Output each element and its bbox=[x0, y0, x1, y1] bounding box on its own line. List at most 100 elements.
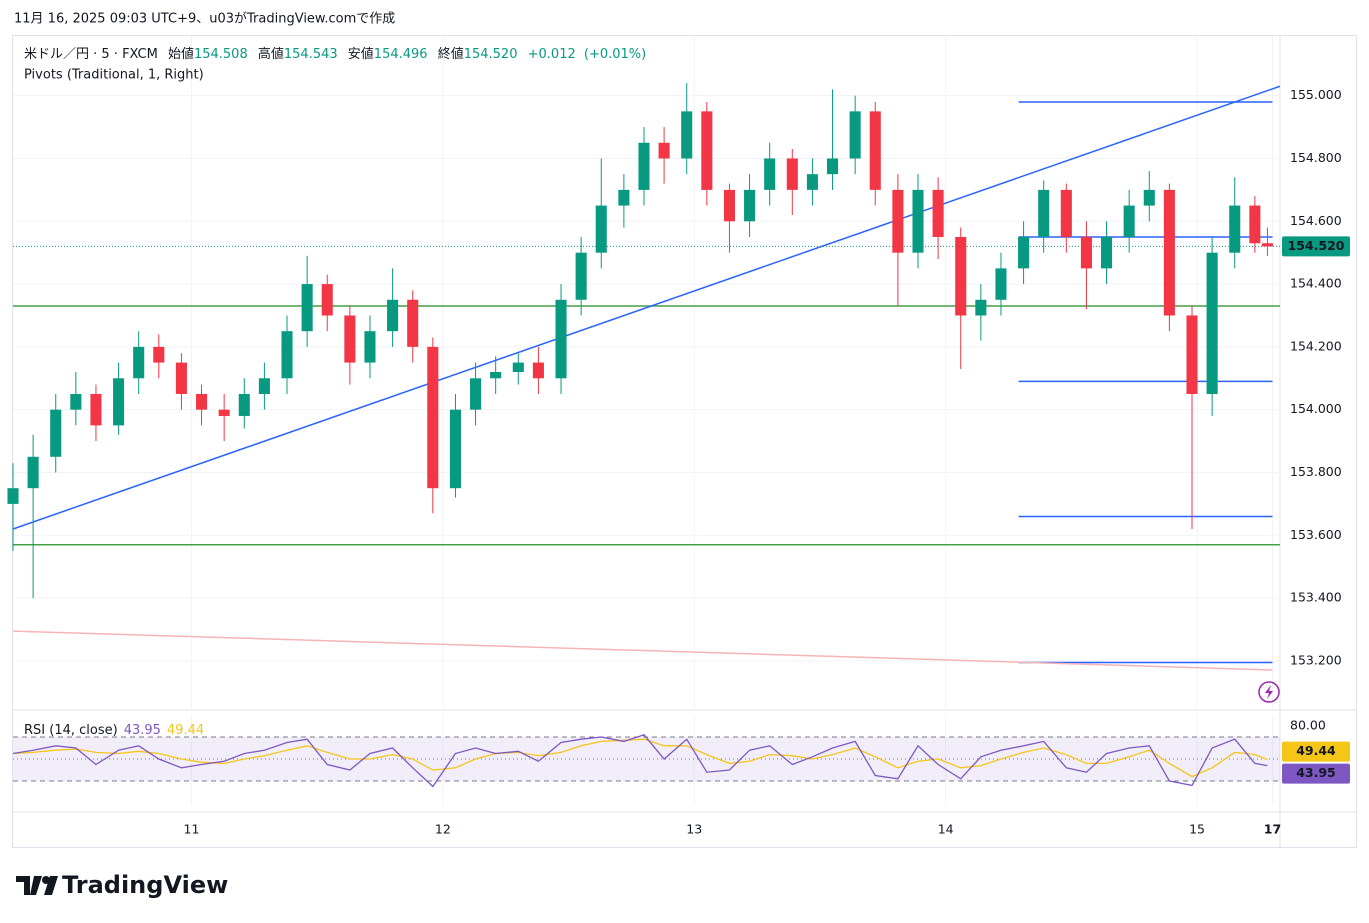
candle-body bbox=[806, 174, 818, 190]
candle-body bbox=[595, 205, 607, 253]
rsi-band bbox=[13, 737, 1280, 782]
candle-body bbox=[1101, 236, 1113, 269]
candle-body bbox=[932, 189, 944, 237]
x-tick-label: 17 bbox=[1264, 822, 1281, 837]
caption: 11月 16, 2025 09:03 UTC+9、u03がTradingView… bbox=[14, 12, 395, 27]
brand: TradingView bbox=[62, 871, 228, 899]
rsi-legend-item: 43.95 bbox=[124, 723, 161, 738]
rsi-legend: RSI (14, close) 43.95 49.44 bbox=[24, 723, 204, 738]
candle-body bbox=[1123, 205, 1135, 237]
candle-body bbox=[1038, 189, 1050, 237]
candle-body bbox=[555, 299, 567, 379]
candle-body bbox=[638, 142, 650, 190]
candle-body bbox=[344, 315, 356, 363]
y-tick-label: 154.200 bbox=[1290, 338, 1342, 353]
candle-body bbox=[238, 393, 250, 416]
candle-body bbox=[153, 346, 165, 363]
chart-frame bbox=[12, 35, 1357, 848]
x-tick-label: 13 bbox=[686, 822, 702, 837]
candle-body bbox=[912, 189, 924, 253]
candle-body bbox=[532, 362, 544, 379]
symbol: 米ドル／円 · 5 · FXCM bbox=[24, 47, 158, 62]
candle-body bbox=[387, 299, 399, 332]
rsi-ma-line bbox=[12, 738, 1268, 778]
candle-body bbox=[955, 236, 967, 316]
candle-body bbox=[892, 189, 904, 253]
candle-body bbox=[1186, 315, 1198, 394]
candle-body bbox=[1206, 252, 1218, 394]
candle-body bbox=[90, 393, 102, 426]
candle-body bbox=[826, 158, 839, 175]
trend-line bbox=[12, 85, 1281, 530]
close-value: 154.520 bbox=[464, 47, 518, 62]
legend-header: 米ドル／円 · 5 · FXCM 始値154.508 高値154.543 安値1… bbox=[24, 46, 646, 62]
candle-body bbox=[70, 393, 82, 410]
candle-body bbox=[1229, 205, 1241, 253]
candle-body bbox=[1261, 243, 1273, 247]
candle-body bbox=[258, 378, 270, 394]
close-label: 終値 bbox=[438, 46, 464, 62]
candle-body bbox=[427, 346, 439, 489]
low-value: 154.496 bbox=[374, 47, 428, 62]
trend-line bbox=[12, 630, 1273, 671]
candle-body bbox=[618, 189, 630, 206]
candle-body bbox=[27, 456, 39, 489]
rsi-rsi-line bbox=[12, 734, 1268, 788]
candle-body bbox=[723, 189, 735, 222]
candle-body bbox=[869, 111, 881, 190]
candle-body bbox=[1060, 189, 1072, 237]
high-label: 高値 bbox=[258, 46, 284, 62]
x-tick-label: 11 bbox=[184, 822, 200, 837]
candle-body bbox=[281, 331, 293, 379]
candle-body bbox=[575, 252, 587, 300]
candle-body bbox=[133, 346, 145, 379]
rsi-tick-label: 80.00 bbox=[1290, 718, 1326, 733]
candle-body bbox=[175, 362, 187, 394]
change-pct: (+0.01%) bbox=[584, 47, 646, 62]
candle-body bbox=[1080, 236, 1092, 269]
candle-body bbox=[7, 488, 19, 504]
candle-body bbox=[975, 299, 987, 316]
candle-body bbox=[113, 378, 125, 426]
plot: 11 12 13 14 15 17 153.200 153.400 153.600 153.800… bbox=[7, 36, 1350, 837]
candle-body bbox=[681, 111, 693, 159]
candle-body bbox=[744, 189, 756, 222]
candle-body bbox=[407, 299, 419, 347]
rsi-badge: 43.95 bbox=[1296, 765, 1336, 780]
rsi-ma-badge-bg bbox=[1282, 741, 1350, 762]
rsi-legend-item: 49.44 bbox=[167, 723, 204, 738]
rsi-legend-item: RSI (14, close) bbox=[24, 723, 118, 738]
last-price-badge-bg bbox=[1282, 236, 1350, 257]
candle-body bbox=[1143, 189, 1155, 206]
open-label: 始値 bbox=[168, 46, 194, 62]
x-tick-label: 15 bbox=[1189, 822, 1205, 837]
indicator-label: Pivots (Traditional, 1, Right) bbox=[24, 68, 204, 83]
candle-body bbox=[1249, 205, 1261, 244]
low-label: 安値 bbox=[348, 46, 374, 62]
rsi-badge-bg bbox=[1282, 763, 1350, 784]
candle-body bbox=[50, 409, 62, 457]
candle-body bbox=[196, 393, 208, 410]
brand-logo bbox=[16, 876, 58, 895]
candle-body bbox=[449, 409, 461, 489]
x-tick-label: 12 bbox=[435, 822, 451, 837]
y-tick-label: 153.800 bbox=[1290, 464, 1342, 479]
candle-body bbox=[1163, 189, 1175, 316]
y-tick-label: 155.000 bbox=[1290, 87, 1342, 102]
y-tick-label: 153.600 bbox=[1290, 527, 1342, 542]
change: +0.012 bbox=[528, 47, 576, 62]
y-tick-label: 154.000 bbox=[1290, 401, 1342, 416]
open-value: 154.508 bbox=[194, 47, 248, 62]
y-tick-label: 153.200 bbox=[1290, 652, 1342, 667]
candle-body bbox=[701, 111, 713, 190]
y-tick-label: 154.400 bbox=[1290, 276, 1342, 291]
candle-body bbox=[218, 409, 230, 416]
x-tick-label: 14 bbox=[938, 822, 954, 837]
candle-body bbox=[321, 284, 333, 316]
candle-body bbox=[658, 142, 670, 159]
rsi-ma-badge: 49.44 bbox=[1296, 743, 1336, 758]
candle-body bbox=[470, 378, 482, 410]
alert-icon[interactable] bbox=[1258, 681, 1280, 703]
candle-body bbox=[512, 362, 524, 372]
